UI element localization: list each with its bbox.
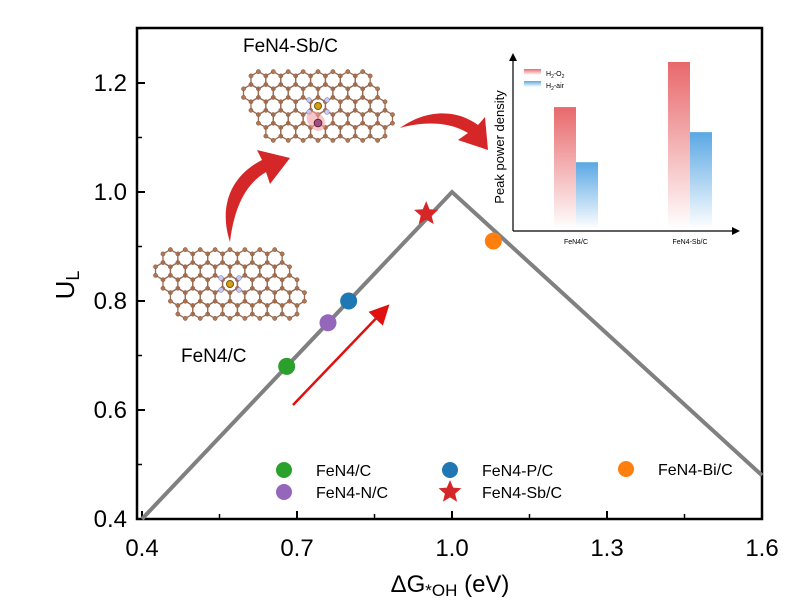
x-tick-label: 0.4: [125, 535, 158, 562]
legend-label: FeN4/C: [316, 463, 371, 480]
curved-arrow-up: [225, 150, 290, 242]
inset-y-label: Peak power density: [492, 90, 507, 204]
volcano-line: [140, 189, 764, 521]
inset-bar: [690, 132, 712, 229]
legend-marker: [618, 461, 634, 477]
y-tick-label: 0.4: [94, 506, 127, 533]
data-point: [278, 357, 296, 375]
legend-item: FeN4-N/C: [276, 484, 388, 502]
graphene-structure-image: [153, 247, 307, 321]
data-point: [484, 232, 502, 250]
inset-bar: [668, 62, 690, 229]
inset-legend-swatch: [524, 81, 541, 87]
legend-item: FeN4-P/C: [442, 462, 553, 480]
legend-item: FeN4/C: [276, 462, 371, 480]
y-tick-label: 1.2: [94, 70, 127, 97]
inset-category-label: FeN4/C: [564, 239, 588, 246]
legend-label: FeN4-Bi/C: [658, 462, 733, 479]
y-tick-label: 1.0: [94, 179, 127, 206]
curved-arrow-right: [400, 113, 488, 150]
x-axis-label: ΔG*OH (eV): [391, 571, 510, 600]
inset-bar: [576, 162, 598, 229]
y-tick-label: 0.6: [94, 397, 127, 424]
x-tick-label: 0.7: [280, 535, 313, 562]
y-tick-label: 0.8: [94, 288, 127, 315]
inset-x-arrow-icon: [732, 227, 740, 235]
inset-category-label: FeN4-Sb/C: [672, 239, 707, 246]
legend-label: FeN4-Sb/C: [482, 485, 562, 502]
data-point: [340, 292, 358, 310]
legend-label: FeN4-N/C: [316, 485, 388, 502]
legend-item: FeN4-Bi/C: [618, 461, 733, 479]
x-tick-label: 1.3: [590, 535, 623, 562]
inset-legend-label: H2-O2: [546, 71, 565, 80]
legend-marker: [276, 462, 292, 478]
data-point: [414, 201, 439, 225]
inset-y-arrow-icon: [509, 53, 517, 61]
data-point: [319, 314, 337, 332]
inset-legend-swatch: [524, 69, 541, 75]
x-tick-label: 1.0: [435, 535, 468, 562]
plot-frame: [135, 26, 764, 521]
molecular-structures: [153, 69, 395, 321]
legend-marker: [438, 480, 462, 502]
trend-arrow: [292, 304, 390, 406]
inset-legend-label: H2-air: [546, 83, 565, 92]
legend-label: FeN4-P/C: [482, 463, 553, 480]
y-axis-label: UL: [50, 271, 83, 300]
legend-item: FeN4-Sb/C: [438, 480, 562, 502]
x-tick-label: 1.6: [745, 535, 778, 562]
structure-label-top: FeN4-Sb/C: [243, 36, 338, 57]
legend-marker: [276, 484, 292, 500]
graphene-structure-image: [241, 69, 395, 143]
structure-label-bottom: FeN4/C: [181, 346, 246, 367]
inset-bar: [554, 107, 576, 229]
legend-marker: [442, 462, 458, 478]
